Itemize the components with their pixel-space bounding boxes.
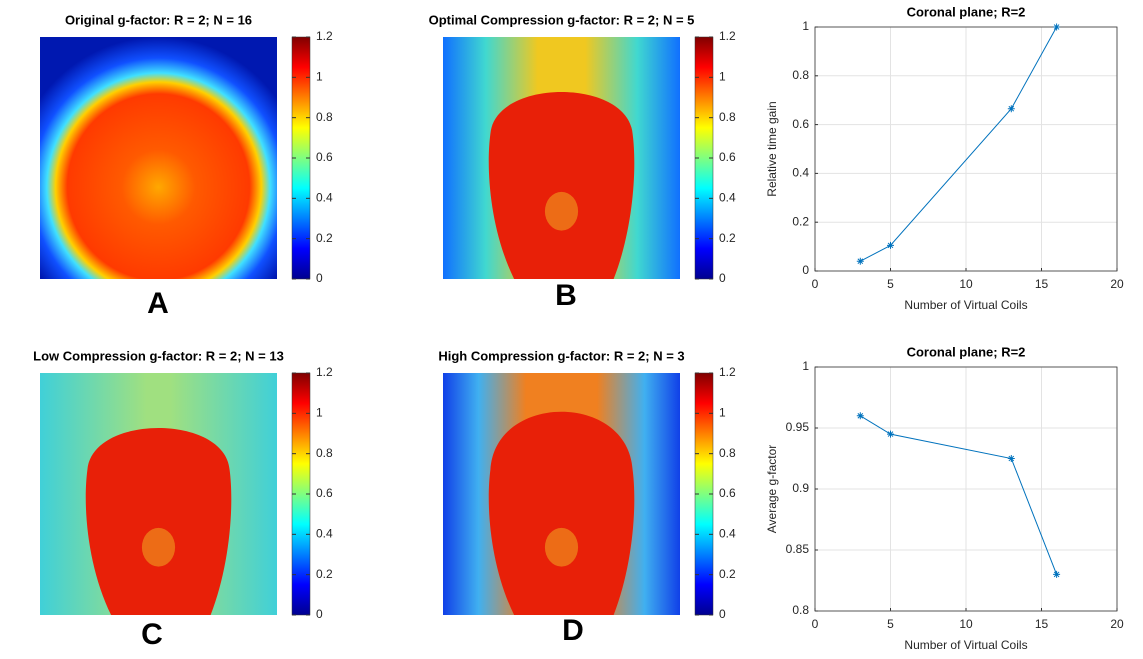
colorbar-tick-label: 0 <box>316 271 323 285</box>
marker <box>1007 455 1015 462</box>
colorbar-tick-label: 0.8 <box>316 110 333 124</box>
sinus-region <box>141 527 176 567</box>
image-background <box>40 37 277 279</box>
panel-label: D <box>562 614 584 647</box>
colorbar-tick-label: 1.2 <box>719 29 736 43</box>
colorbar-tick-label: 1 <box>316 70 323 84</box>
x-tick-label: 10 <box>959 617 973 631</box>
colorbar-tick-label: 0.6 <box>316 486 333 500</box>
y-tick-label: 0.6 <box>792 117 809 131</box>
axes-box <box>814 366 1118 612</box>
x-tick-label: 10 <box>959 277 973 291</box>
panel-title: Original g-factor: R = 2; N = 16 <box>65 12 252 27</box>
x-tick-label: 5 <box>887 277 894 291</box>
chart-title: Coronal plane; R=2 <box>907 344 1026 359</box>
x-axis-label: Number of Virtual Coils <box>904 298 1027 312</box>
y-tick-label: 0.9 <box>792 481 809 495</box>
colorbar-tick-label: 1.2 <box>316 29 333 43</box>
marker <box>1053 23 1061 31</box>
panel-title: Optimal Compression g-factor: R = 2; N =… <box>429 12 695 27</box>
chart-title: Coronal plane; R=2 <box>907 4 1026 19</box>
head-region <box>85 428 232 615</box>
colorbar-tick-label: 0.2 <box>719 567 736 581</box>
panel-label: B <box>555 279 577 312</box>
colorbar-tick-label: 0.2 <box>316 231 333 245</box>
x-tick-label: 15 <box>1035 277 1049 291</box>
y-tick-label: 1 <box>802 359 809 373</box>
colorbar-tick-label: 0 <box>316 607 323 621</box>
colorbar-tick-label: 1 <box>719 70 726 84</box>
y-tick-label: 0.95 <box>786 420 810 434</box>
x-tick-label: 15 <box>1035 617 1049 631</box>
y-tick-label: 0.4 <box>792 166 809 180</box>
panel-label: C <box>141 618 163 651</box>
y-tick-label: 0.85 <box>786 542 810 556</box>
x-tick-label: 20 <box>1110 617 1124 631</box>
panel-title: High Compression g-factor: R = 2; N = 3 <box>438 348 684 363</box>
marker <box>887 241 894 249</box>
colorbar-tick-label: 0.8 <box>719 446 736 460</box>
sinus-region <box>544 191 579 231</box>
marker <box>887 430 894 438</box>
y-axis-label: Relative time gain <box>765 101 779 196</box>
y-tick-label: 1 <box>802 19 809 33</box>
panel-title: Low Compression g-factor: R = 2; N = 13 <box>33 348 284 363</box>
y-axis-label: Average g-factor <box>765 445 779 534</box>
colorbar-tick-label: 0.2 <box>316 567 333 581</box>
x-tick-label: 0 <box>812 277 819 291</box>
axes-box <box>814 26 1118 272</box>
colorbar-tick-label: 1.2 <box>316 365 333 379</box>
colorbar-tick-label: 0.6 <box>316 150 333 164</box>
y-tick-label: 0.8 <box>792 68 809 82</box>
colorbar-tick-label: 0.6 <box>719 486 736 500</box>
colorbar-tick-label: 0.8 <box>719 110 736 124</box>
head-region <box>488 92 635 280</box>
colorbar-tick-label: 0.4 <box>316 191 333 205</box>
colorbar-tick-label: 0.4 <box>719 191 736 205</box>
head-region <box>488 411 635 615</box>
colorbar-tick-label: 0.2 <box>719 231 736 245</box>
colorbar-tick-label: 0.4 <box>719 527 736 541</box>
x-tick-label: 0 <box>812 617 819 631</box>
marker <box>856 257 864 265</box>
marker <box>1007 105 1015 113</box>
x-axis-label: Number of Virtual Coils <box>904 638 1027 652</box>
colorbar-tick-label: 0 <box>719 271 726 285</box>
x-tick-label: 20 <box>1110 277 1124 291</box>
series-line <box>860 415 1058 575</box>
colorbar-tick-label: 0.6 <box>719 150 736 164</box>
colorbar-tick-label: 0.4 <box>316 527 333 541</box>
series-line <box>860 26 1058 262</box>
marker <box>1053 570 1061 578</box>
colorbar-tick-label: 1 <box>719 406 726 420</box>
panel-label: A <box>147 287 169 320</box>
colorbar-tick-label: 0 <box>719 607 726 621</box>
x-tick-label: 5 <box>887 617 894 631</box>
y-tick-label: 0.8 <box>792 603 809 617</box>
sinus-region <box>544 527 579 567</box>
colorbar-tick-label: 0.8 <box>316 446 333 460</box>
y-tick-label: 0 <box>802 263 809 277</box>
y-tick-label: 0.2 <box>792 214 809 228</box>
colorbar-tick-label: 1 <box>316 406 323 420</box>
marker <box>856 412 864 420</box>
colorbar-tick-label: 1.2 <box>719 365 736 379</box>
